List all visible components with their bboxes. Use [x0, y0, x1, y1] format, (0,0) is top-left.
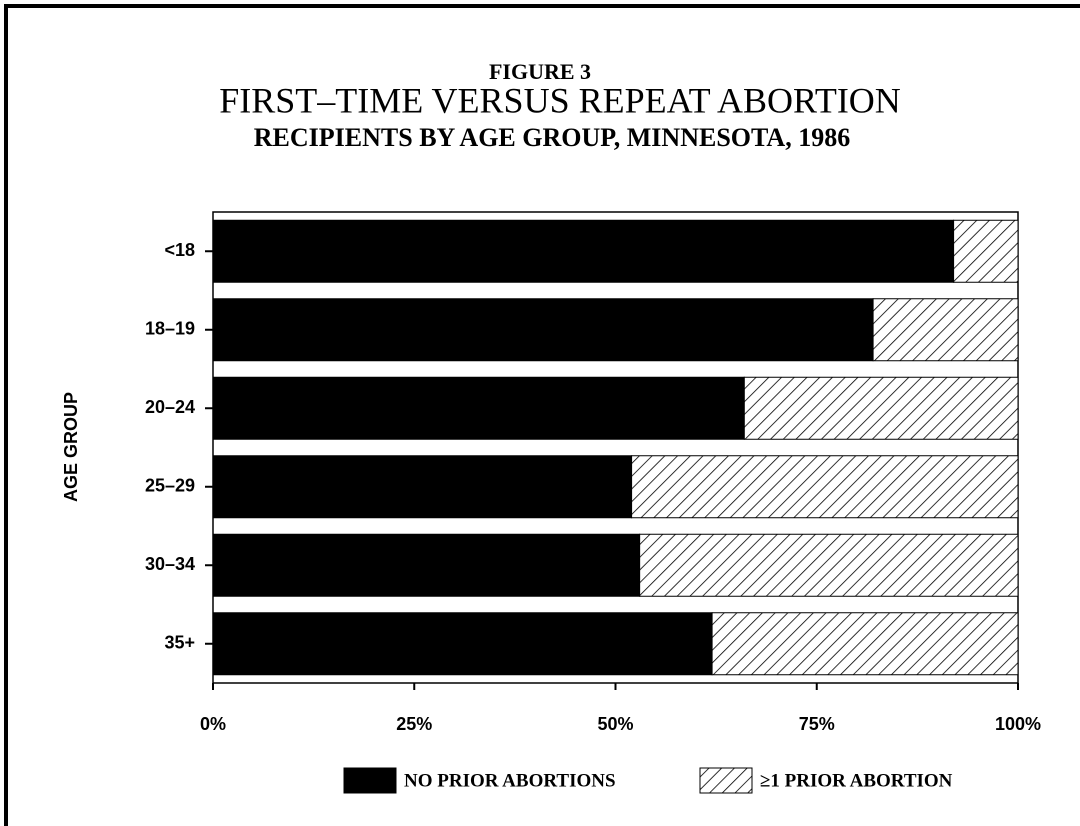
legend-swatch: [343, 767, 397, 794]
legend-label: ≥1 PRIOR ABORTION: [760, 770, 953, 791]
x-tick-label: 100%: [995, 714, 1041, 734]
y-axis-label: AGE GROUP: [61, 392, 81, 502]
bar-segment: [872, 298, 1019, 362]
bar-segment: [631, 455, 1019, 519]
y-tick-label: 25–29: [145, 476, 195, 496]
bar-segment: [212, 533, 641, 597]
y-tick-label: 35+: [164, 633, 195, 653]
supertitle: FIGURE 3: [489, 59, 591, 84]
chart-title: FIRST–TIME VERSUS REPEAT ABORTION: [219, 80, 901, 120]
x-tick-label: 75%: [799, 714, 835, 734]
bar-segment: [212, 298, 874, 362]
bar-segment: [953, 219, 1019, 283]
legend-swatch: [699, 767, 753, 794]
legend-label: NO PRIOR ABORTIONS: [404, 770, 616, 791]
x-tick-label: 0%: [200, 714, 226, 734]
chart-subtitle: RECIPIENTS BY AGE GROUP, MINNESOTA, 1986: [254, 123, 850, 152]
bar-segment: [212, 612, 713, 676]
bar-segment: [212, 376, 745, 440]
frame: [4, 4, 1080, 826]
bar-segment: [711, 612, 1019, 676]
x-tick-label: 50%: [597, 714, 633, 734]
y-tick-label: <18: [164, 240, 195, 260]
bar-segment: [212, 455, 633, 519]
bar-segment: [212, 219, 955, 283]
y-tick-label: 30–34: [145, 554, 195, 574]
y-tick-label: 20–24: [145, 397, 195, 417]
y-tick-label: 18–19: [145, 319, 195, 339]
bar-segment: [743, 376, 1019, 440]
x-tick-label: 25%: [396, 714, 432, 734]
bar-segment: [639, 533, 1019, 597]
